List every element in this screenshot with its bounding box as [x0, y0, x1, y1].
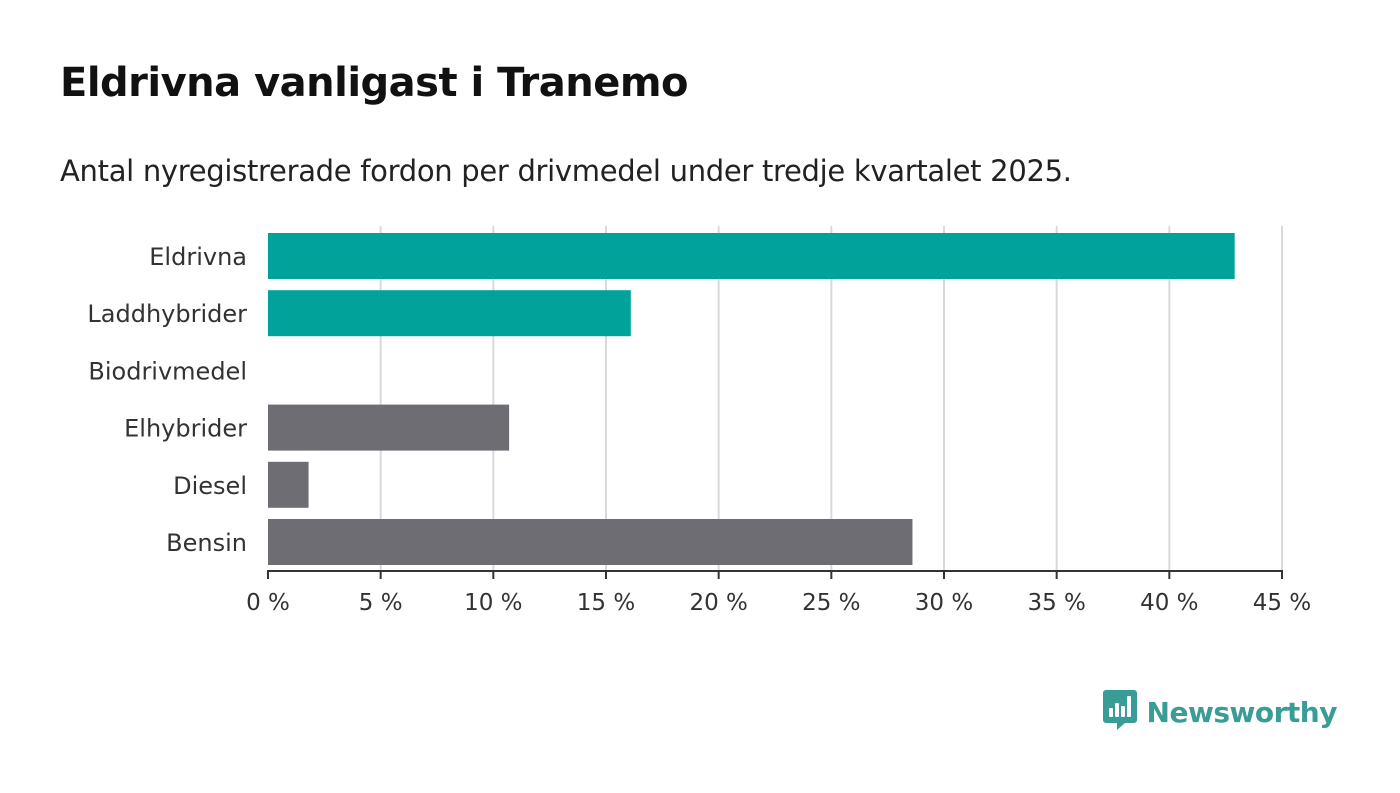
chart-subtitle: Antal nyregistrerade fordon per drivmede… [60, 154, 1072, 188]
x-tick-label: 20 % [689, 590, 747, 616]
x-axis: 0 % 5 % 10 % 15 % 20 % 25 % 30 % 35 % 40 % 45 % [246, 570, 1311, 616]
x-tick-label: 15 % [577, 590, 635, 616]
category-label: Diesel [173, 472, 247, 500]
bar-diesel [268, 461, 309, 508]
bar-laddhybrider [268, 290, 631, 337]
newsworthy-logo-icon [1102, 690, 1137, 734]
x-tick-label: 25 % [802, 590, 860, 616]
brand-name: Newsworthy [1146, 695, 1338, 729]
category-labels: Eldrivna Laddhybrider Biodrivmedel Elhybrid… [87, 243, 247, 557]
x-tick-label: 5 % [359, 590, 403, 616]
category-label: Elhybrider [124, 415, 247, 443]
newsworthy-brand: Newsworthy [1102, 690, 1338, 734]
chart-title: Eldrivna vanligast i Tranemo [60, 60, 689, 106]
category-label: Laddhybrider [87, 300, 247, 328]
x-tick-label: 0 % [246, 590, 290, 616]
gridlines [379, 226, 1283, 571]
x-tick-label: 45 % [1253, 590, 1311, 616]
category-label: Bensin [166, 529, 247, 557]
bar-bensin [268, 519, 913, 565]
bar-elhybrider [268, 404, 510, 451]
x-tick-label: 35 % [1027, 590, 1085, 616]
bar-eldrivna [268, 233, 1235, 279]
category-label: Biodrivmedel [88, 357, 247, 385]
x-tick-label: 30 % [915, 590, 973, 616]
bars [268, 233, 1235, 565]
x-tick-label: 10 % [464, 590, 522, 616]
x-tick-label: 40 % [1140, 590, 1198, 616]
category-label: Eldrivna [149, 243, 247, 271]
